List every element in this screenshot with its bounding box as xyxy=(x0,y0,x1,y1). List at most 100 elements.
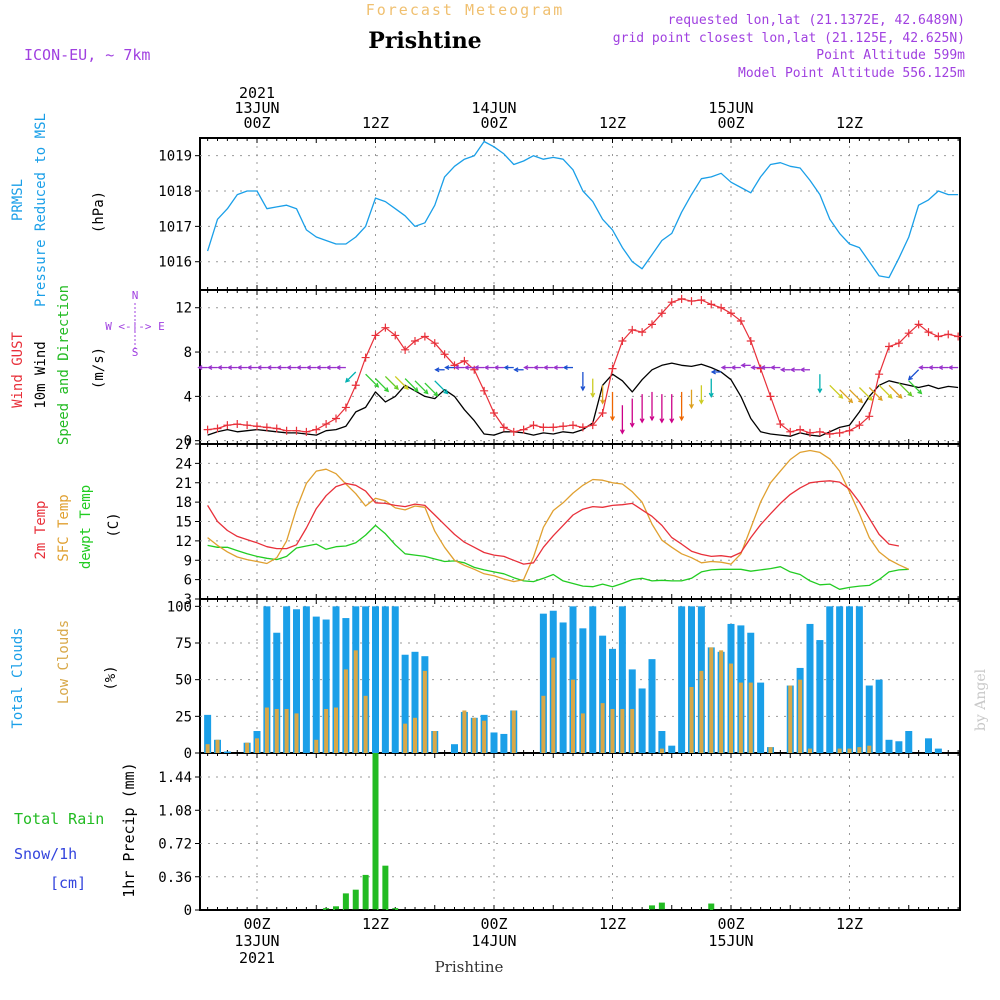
gust-marker xyxy=(420,332,429,341)
wind-arrow-head xyxy=(897,393,903,399)
low-cloud-bar xyxy=(788,685,793,753)
gust-marker xyxy=(776,420,785,429)
total-cloud-bar xyxy=(273,632,281,753)
low-cloud-bar xyxy=(413,717,417,753)
gust-marker xyxy=(233,420,242,429)
pressure-line xyxy=(206,140,959,279)
total-cloud-bar xyxy=(589,606,597,753)
gust-marker xyxy=(657,309,666,318)
requested-coords: requested lon,lat (21.1372E, 42.6489N) xyxy=(668,13,965,28)
total-cloud-bar xyxy=(925,738,932,753)
wind-arrow-head xyxy=(710,369,716,375)
low-cloud-bar xyxy=(709,647,714,753)
low-cloud-bar xyxy=(324,709,329,753)
wind-arrow-head xyxy=(799,367,805,373)
low-cloud-bar xyxy=(215,739,220,753)
gust-marker xyxy=(312,425,321,434)
wind-direction-arrow xyxy=(839,389,853,403)
wind-arrow-head xyxy=(750,365,756,371)
wind-arrow-head xyxy=(740,362,746,368)
total-cloud-bar xyxy=(668,745,676,753)
low-cloud-bar xyxy=(738,682,743,753)
wind-arrow-head xyxy=(513,367,519,373)
rain-bar xyxy=(342,893,349,910)
gust-marker xyxy=(677,294,686,303)
low-cloud-bar xyxy=(699,670,704,753)
y-tick-label: 4 xyxy=(184,389,192,405)
wind-arrow-head xyxy=(207,365,213,371)
wind-direction-arrow xyxy=(375,378,389,392)
bottom-time-label: 12Z xyxy=(599,915,626,933)
wind-direction-arrow xyxy=(898,382,912,397)
bottom-time-label: 2021 xyxy=(239,949,275,967)
wind-arrow-head xyxy=(433,391,439,397)
low-cloud-bar xyxy=(274,709,279,753)
y-tick-label: 6 xyxy=(184,573,192,589)
y-tick-label: 75 xyxy=(175,636,192,652)
wind-direction-arrow xyxy=(849,389,863,403)
wind-arrow-head xyxy=(542,365,549,371)
low-cloud-bar xyxy=(600,703,605,753)
wind-arrow-head xyxy=(266,365,272,371)
wind-arrow-head xyxy=(887,393,893,399)
total-cloud-bar xyxy=(372,606,379,753)
gust-marker xyxy=(796,425,805,434)
y-tick-label: 0 xyxy=(184,434,192,450)
gust-marker xyxy=(954,332,963,341)
total-cloud-bar xyxy=(391,606,399,753)
y-tick-label: 1.08 xyxy=(158,803,192,819)
gust-marker xyxy=(381,323,390,332)
y-tick-label: 9 xyxy=(184,553,192,569)
wind-arrow-head xyxy=(918,365,924,371)
y-tick-label: 1016 xyxy=(158,255,192,271)
y-tick-label: 50 xyxy=(175,673,192,689)
compass-south: S xyxy=(132,346,139,359)
wind-arrow-head xyxy=(197,365,203,371)
gust-marker xyxy=(292,426,301,435)
gust-marker xyxy=(736,317,745,326)
total-cloud-bar xyxy=(579,628,587,753)
wind-direction-arrow xyxy=(908,369,920,381)
wind-arrow-head xyxy=(493,365,499,371)
y-tick-label: 12 xyxy=(175,534,192,550)
snow-label: Snow/1h xyxy=(14,845,77,863)
gust-marker xyxy=(845,426,854,435)
gust-marker xyxy=(529,421,538,430)
wind-arrow-head xyxy=(276,365,282,371)
wind-arrow-head xyxy=(659,418,665,424)
rain-bar xyxy=(352,889,359,910)
gust-marker xyxy=(391,331,400,340)
total-cloud-bar xyxy=(490,732,498,753)
low-cloud-bar xyxy=(571,679,575,753)
direction-label: Speed and Direction xyxy=(56,285,72,445)
pressure-label: PRMSL xyxy=(10,179,26,221)
total-cloud-bar xyxy=(263,606,271,753)
bottom-time-label: 12Z xyxy=(836,915,863,933)
wind-direction-arrow xyxy=(888,384,903,399)
gust-marker xyxy=(539,423,548,432)
gust-marker xyxy=(786,427,795,436)
rain-bar xyxy=(323,908,330,910)
low-clouds-label: Low Clouds xyxy=(56,620,72,704)
wind-arrow-head xyxy=(917,389,923,395)
gust-marker xyxy=(322,420,331,429)
wind-arrow-head xyxy=(503,365,509,371)
total-cloud-bar xyxy=(293,609,300,753)
top-time-label: 14JUN xyxy=(471,99,516,117)
wind-arrow-head xyxy=(217,365,223,371)
wind-arrow-head xyxy=(325,365,331,371)
wind-arrow-head xyxy=(413,387,419,393)
rain-bar xyxy=(708,903,715,910)
low-cloud-bar xyxy=(748,682,753,753)
wind-arrow-head xyxy=(533,365,539,371)
gust-marker xyxy=(815,427,824,436)
pressure-label: Pressure Reduced to MSL xyxy=(33,113,49,307)
wind-arrow-head xyxy=(590,392,596,398)
total-cloud-bar xyxy=(599,635,607,753)
y-tick-label: 1018 xyxy=(158,184,192,200)
gust-marker xyxy=(480,386,489,395)
wind-label: 10m Wind xyxy=(33,341,49,408)
low-cloud-bar xyxy=(808,748,812,753)
rain-bar xyxy=(372,753,379,910)
wind-direction-arrow xyxy=(414,380,429,394)
